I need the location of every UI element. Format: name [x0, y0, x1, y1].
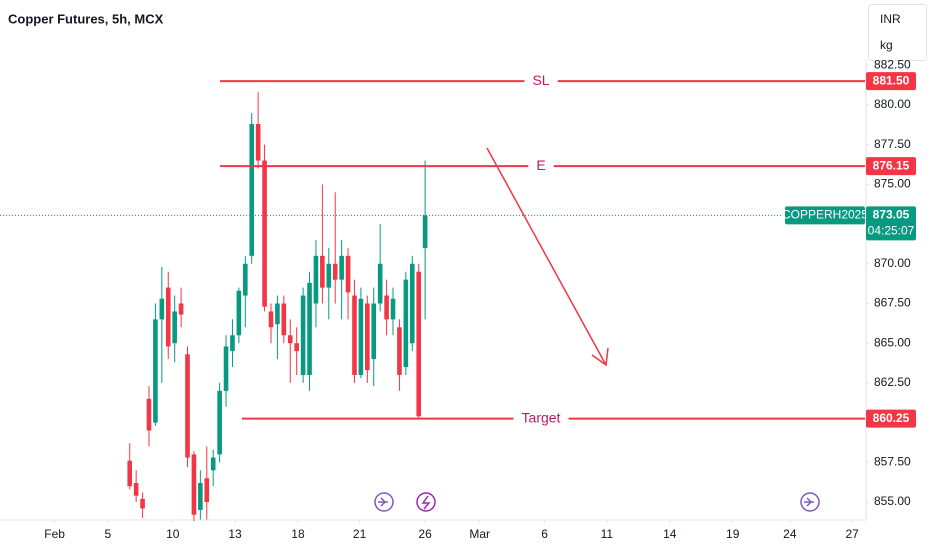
y-tick-label: 882.50: [874, 57, 911, 71]
candle-body: [384, 295, 389, 320]
candle-body: [172, 311, 177, 344]
candle-body: [217, 390, 222, 455]
level-label: SL: [532, 72, 549, 88]
price-badge-label: 876.15: [873, 158, 910, 172]
candle-body: [371, 303, 377, 360]
candle-body: [153, 319, 158, 423]
candle-body: [140, 498, 145, 509]
x-tick-label: 19: [726, 527, 740, 541]
countdown: 04:25:07: [868, 224, 915, 238]
y-tick-label: 855.00: [874, 494, 911, 508]
x-tick-label: 18: [291, 527, 305, 541]
y-tick-label: 877.50: [874, 137, 911, 151]
y-tick-label: 857.50: [874, 455, 911, 469]
candle-body: [236, 290, 242, 336]
level-label-bg: [528, 157, 554, 176]
event-icon[interactable]: [374, 492, 394, 512]
level-label-bg: [524, 72, 558, 91]
candle-body: [210, 457, 216, 471]
candle-body: [204, 478, 210, 503]
symbol-label: COPPERH2025: [782, 208, 868, 222]
candle-body: [223, 346, 229, 391]
unit: kg: [880, 38, 893, 52]
level-label-bg: [513, 409, 569, 428]
candle-body: [191, 454, 197, 515]
candle-body: [294, 343, 299, 352]
x-tick-label: 24: [783, 527, 797, 541]
candle-body: [159, 298, 165, 320]
candle-body: [255, 124, 261, 161]
candle-body: [300, 295, 306, 375]
candle-body: [365, 303, 370, 371]
candle-body: [127, 460, 133, 487]
candle-body: [249, 124, 255, 256]
x-tick-label: 5: [105, 527, 112, 541]
currency: INR: [880, 12, 901, 26]
candle-body: [409, 263, 415, 344]
last-price-badge: [866, 206, 916, 241]
candle-body: [332, 263, 338, 280]
candle-body: [268, 311, 274, 328]
symbol-badge: [785, 206, 865, 225]
x-tick-label: 10: [166, 527, 180, 541]
candle-body: [352, 295, 357, 375]
x-tick-label: 13: [228, 527, 242, 541]
candle-body: [165, 287, 171, 347]
candle-body: [287, 335, 293, 344]
x-tick-label: Mar: [469, 527, 490, 541]
unit-box[interactable]: [868, 4, 927, 61]
x-tick-label: 21: [353, 527, 367, 541]
candle-body: [390, 298, 396, 320]
candle-body: [326, 263, 332, 288]
x-tick-label: 6: [541, 527, 548, 541]
x-tick-label: 26: [418, 527, 432, 541]
candle-body: [230, 335, 235, 352]
candle-body: [262, 160, 267, 307]
candle-body: [397, 327, 402, 375]
candle-body: [358, 298, 364, 375]
candle-body: [345, 255, 351, 293]
candle-body: [178, 303, 184, 315]
price-badge-label: 860.25: [873, 411, 910, 425]
price-badge: [866, 409, 916, 428]
candle-body: [185, 354, 190, 458]
y-tick-label: 867.50: [874, 296, 911, 310]
last-price-label: 873.05: [873, 208, 910, 222]
candle-body: [422, 215, 428, 248]
candle-body: [403, 279, 409, 368]
x-tick-label: Feb: [44, 527, 65, 541]
candle-body: [198, 482, 203, 510]
price-badge-label: 881.50: [873, 73, 910, 87]
price-badge: [866, 157, 916, 176]
candle-body: [281, 303, 287, 336]
candle-body: [377, 263, 383, 304]
x-tick-label: 14: [663, 527, 677, 541]
chart-title: Copper Futures, 5h, MCX: [8, 11, 164, 26]
y-tick-label: 865.00: [874, 335, 911, 349]
candle-body: [243, 263, 248, 296]
level-label: E: [536, 157, 545, 173]
y-tick-label: 870.00: [874, 256, 911, 270]
y-tick-label: 875.00: [874, 177, 911, 191]
candle-body: [133, 482, 139, 496]
candle-body: [416, 271, 421, 417]
y-tick-label: 862.50: [874, 375, 911, 389]
x-tick-label: 11: [601, 527, 614, 541]
price-badge: [866, 72, 916, 91]
event-icon[interactable]: [800, 492, 820, 512]
candle-body: [320, 255, 325, 288]
candle-body: [313, 255, 319, 304]
x-tick-label: 27: [845, 527, 859, 541]
candle-body: [275, 303, 280, 325]
candle-body: [146, 398, 152, 431]
event-icon[interactable]: [416, 492, 436, 512]
candle-body: [307, 282, 312, 375]
y-tick-label: 880.00: [874, 97, 911, 111]
level-label: Target: [522, 409, 561, 425]
candle-body: [339, 255, 344, 280]
trend-arrow: [486, 147, 609, 367]
